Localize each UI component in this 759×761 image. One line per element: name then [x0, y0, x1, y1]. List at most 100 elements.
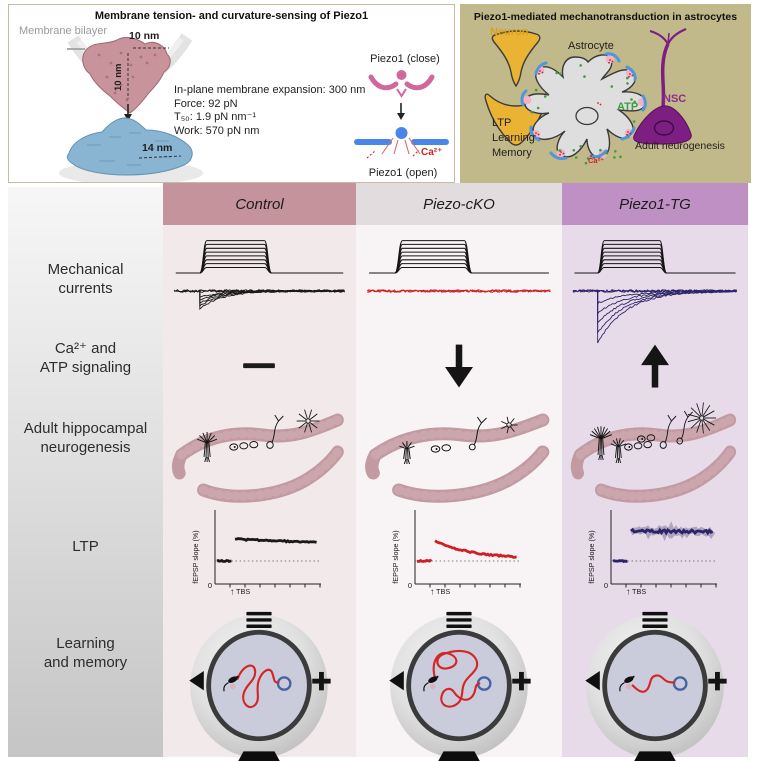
astrocyte-calcium-label: Ca²⁺	[588, 156, 605, 165]
astrocyte-nucleus	[575, 106, 599, 126]
calcium-label: Ca²⁺	[421, 147, 443, 158]
astrocyte-panel-illustration	[484, 27, 692, 165]
adult-neurogenesis-label: Adult neurogenesis	[635, 140, 725, 152]
migrating-neuron	[266, 414, 284, 449]
water-maze-diagram	[189, 611, 331, 761]
row-label-line: Ca²⁺ and	[54, 340, 117, 357]
ltp-cell: fEPSP slope (%) 0 ↑ TBS	[356, 501, 562, 607]
stimulus-steps	[175, 240, 344, 274]
column-header-label: Control	[235, 195, 284, 213]
column-header-label: Piezo1-TG	[619, 195, 691, 213]
row-label-4: Learning and memory	[8, 597, 163, 709]
neuron-tree	[399, 441, 415, 465]
mechanical-current-traces	[572, 240, 738, 344]
neuron-tree	[589, 426, 613, 461]
maze-pool	[206, 629, 312, 742]
tbs-label: TBS	[632, 587, 646, 596]
mature-neuron-arbor	[687, 402, 716, 434]
ltp-axes	[214, 510, 321, 588]
tbs-label: TBS	[436, 587, 450, 596]
ca-atp-symbol-down	[445, 344, 473, 388]
ltp-plot: fEPSP slope (%) 0 ↑ TBS	[391, 510, 521, 597]
ltp-cell: fEPSP slope (%) 0 ↑ TBS	[562, 501, 748, 607]
ltp-y-axis-label: fEPSP slope (%)	[391, 530, 400, 583]
row-labels-column: Mechanical currents Ca²⁺ and ATP signaling A…	[8, 187, 163, 757]
row-label-line: Adult hippocampal	[23, 420, 148, 437]
ca-atp-signaling-cell	[163, 339, 356, 395]
mechanical-currents-cell	[163, 225, 356, 339]
maze-cue-triangle	[389, 670, 404, 691]
ltp-axes	[414, 510, 521, 588]
mechanical-currents-cell	[356, 225, 562, 339]
membrane-blue-segments	[520, 52, 647, 161]
water-maze-diagram	[389, 611, 531, 761]
piezo-closed-label: Piezo1 (close)	[370, 53, 440, 65]
current-response-trace	[173, 289, 346, 310]
tbs-label: TBS	[236, 587, 250, 596]
row-label-line: ATP signaling	[39, 359, 132, 376]
column-piezo-cko-body: fEPSP slope (%) 0 ↑ TBS	[356, 225, 562, 761]
stimulus-steps	[574, 240, 736, 274]
learning-memory-cell	[356, 609, 562, 761]
neuron-tree	[610, 438, 627, 464]
water-maze-diagram	[585, 611, 727, 761]
mature-neuron-arbor	[501, 416, 518, 434]
mouse-icon	[223, 675, 239, 692]
ltp-y-axis-label: fEPSP slope (%)	[191, 530, 200, 583]
astrocyte-panel-title: Piezo1-mediated mechanotransduction in a…	[473, 11, 738, 23]
column-piezo1-tg-body: fEPSP slope (%) 0 ↑ TBS	[562, 225, 748, 761]
swim-path	[236, 664, 280, 709]
learning-memory-cell	[163, 609, 356, 761]
astrocyte-illustration	[520, 52, 647, 161]
tbs-arrow: ↑	[626, 587, 631, 597]
row-label-line: Learning	[56, 635, 115, 652]
hippocampus-illustration	[570, 402, 737, 503]
row-label-3: LTP	[8, 493, 163, 599]
swim-path	[432, 649, 481, 708]
membrane-panel-illustration	[59, 33, 449, 182]
outcome-learning: Learning	[492, 132, 535, 144]
mature-neuron-arbor	[296, 409, 320, 433]
maze-cue-trapezoid	[438, 751, 480, 761]
ltp-plot: fEPSP slope (%) 0 ↑ TBS	[191, 510, 321, 597]
calcium-dots	[534, 59, 634, 159]
astrocyte-panel: Piezo1-mediated mechanotransduction in a…	[460, 4, 751, 183]
astrocyte-label: Astrocyte	[568, 40, 614, 52]
atp-dots	[530, 64, 636, 165]
row-label-line: LTP	[72, 537, 99, 555]
neuron-label: Neuron	[490, 26, 529, 38]
row-label-1: Ca²⁺ and ATP signaling	[8, 327, 163, 389]
newborn-cells	[636, 434, 656, 443]
tbs-arrow: ↑	[230, 587, 235, 597]
newborn-cells	[430, 444, 452, 453]
row-label-line: Mechanical	[47, 261, 124, 278]
column-header-piezo1-tg: Piezo1-TG	[562, 183, 748, 225]
column-header-piezo-cko: Piezo-cKO	[356, 183, 562, 225]
row-label-2: Adult hippocampal neurogenesis	[8, 387, 163, 489]
stat-line: Work: 570 pN nm	[174, 124, 260, 137]
piezo-open-label: Piezo1 (open)	[368, 167, 438, 179]
membrane-panel-title: Membrane tension- and curvature-sensing …	[94, 10, 369, 22]
neurogenesis-cell	[562, 395, 748, 503]
tbs-arrow: ↑	[430, 587, 435, 597]
swim-path	[631, 674, 676, 693]
row-label-line: and memory	[43, 654, 128, 671]
mechanical-current-traces	[173, 240, 346, 310]
hippocampus-illustration	[365, 413, 550, 503]
ltp-axes	[610, 510, 717, 588]
mechanical-currents-cell	[562, 225, 748, 344]
piezo1-curved-structure	[82, 36, 171, 114]
maze-cue-triangle	[189, 670, 204, 691]
maze-cue-triangle	[585, 670, 600, 691]
mouse-icon	[619, 675, 635, 692]
outcome-memory: Memory	[492, 147, 532, 159]
membrane-bilayer-label: Membrane bilayer	[19, 25, 108, 37]
newborn-cells	[624, 441, 652, 451]
maze-pool	[602, 629, 708, 742]
atp-label: ATP	[617, 101, 639, 113]
maze-cue-trapezoid	[238, 751, 280, 761]
current-response-trace	[572, 289, 738, 344]
piezo1-closed-icon	[368, 70, 435, 98]
ltp-origin-label: 0	[408, 581, 412, 590]
protein-height-label: 10 nm	[113, 63, 124, 91]
